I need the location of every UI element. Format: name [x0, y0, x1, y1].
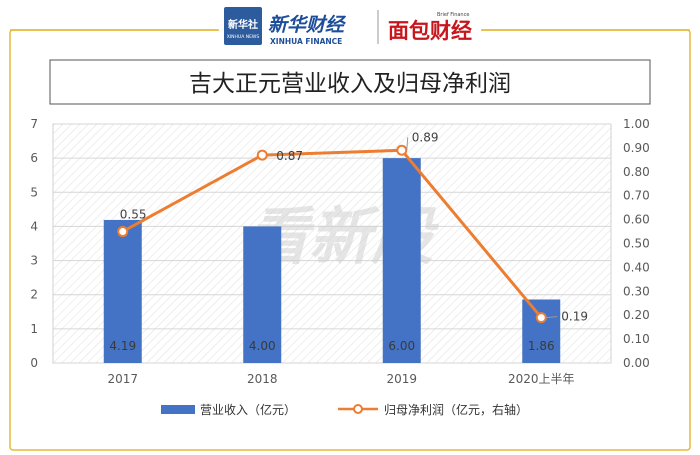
y-right-tick-label: 0.80: [623, 165, 650, 179]
line-value-label: 0.89: [412, 130, 439, 144]
line-label-leader: [406, 137, 409, 151]
xinhua-finance-en: XINHUA FINANCE: [270, 37, 342, 46]
line-label-leader: [267, 154, 273, 157]
y-right-tick-label: 0.20: [623, 308, 650, 322]
bar-value-label: 1.86: [528, 339, 555, 353]
grid-lines: [53, 123, 611, 364]
y-left-tick-label: 3: [30, 254, 38, 268]
brief-finance-small: Brief Finance: [437, 12, 469, 18]
bar: [382, 158, 421, 363]
right-axis: 0.00 0.10 0.20 0.30 0.40 0.50 0.60 0.70 0.80 0.90…: [623, 117, 650, 370]
y-left-tick-label: 4: [30, 219, 38, 233]
bar-value-label: 4.19: [109, 339, 136, 353]
line-value-label: 0.19: [561, 310, 588, 324]
chart-title: 吉大正元营业收入及归母净利润: [189, 71, 511, 97]
xinhua-badge-box: [224, 7, 262, 45]
bar: [103, 219, 142, 363]
line-label-leader: [546, 316, 558, 319]
x-tick-label: 2019: [386, 372, 417, 386]
y-right-tick-label: 0.30: [623, 284, 650, 298]
xinhua-badge-text: 新华社: [228, 18, 258, 31]
brief-finance-logo: Brief Finance 面包财经: [388, 12, 472, 43]
y-right-tick-label: 0.40: [623, 260, 650, 274]
line-marker: [256, 149, 268, 161]
y-right-tick-label: 0.70: [623, 189, 650, 203]
y-left-tick-label: 7: [30, 117, 38, 131]
y-left-tick-label: 1: [30, 322, 38, 336]
line-series: 0.55 0.87 0.89 0.19: [117, 130, 588, 324]
x-axis: 2017 2018 2019 2020上半年: [107, 372, 574, 386]
y-right-tick-label: 1.00: [623, 117, 650, 131]
line-marker: [396, 144, 408, 156]
bar-value-label: 6.00: [388, 339, 415, 353]
y-right-tick-label: 0.50: [623, 237, 650, 251]
legend-label-bar: 营业收入（亿元）: [200, 402, 296, 417]
bar: [522, 299, 561, 363]
header-mask: [219, 20, 481, 40]
y-left-tick-label: 6: [30, 151, 38, 165]
y-right-tick-label: 0.90: [623, 141, 650, 155]
line-value-label: 0.55: [120, 208, 147, 222]
y-right-tick-label: 0.00: [623, 356, 650, 370]
x-tick-label: 2017: [107, 372, 138, 386]
y-left-tick-label: 2: [30, 288, 38, 302]
x-tick-label: 2018: [247, 372, 278, 386]
xinhua-finance-logo: 新华财经 XINHUA FINANCE: [268, 14, 347, 46]
x-tick-label: 2020上半年: [508, 372, 575, 386]
brief-finance-cn: 面包财经: [388, 19, 472, 43]
y-right-tick-label: 0.10: [623, 332, 650, 346]
bar: [243, 226, 282, 363]
net-profit-line: [122, 148, 543, 319]
y-left-tick-label: 5: [30, 185, 38, 199]
title-box: [49, 59, 651, 105]
legend-swatch-marker: [353, 404, 363, 414]
line-marker: [535, 312, 547, 324]
legend-label-line: 归母净利润（亿元，右轴）: [384, 402, 528, 417]
line-value-label: 0.87: [276, 149, 303, 163]
xinhua-finance-cn: 新华财经: [268, 14, 347, 36]
legend: 营业收入（亿元） 归母净利润（亿元，右轴）: [161, 402, 528, 417]
y-left-tick-label: 0: [30, 356, 38, 370]
left-axis: 0 1 2 3 4 5 6 7: [30, 117, 38, 370]
xinhua-badge-logo: 新华社 XINHUA NEWS: [224, 7, 262, 45]
line-marker: [117, 226, 129, 238]
y-right-tick-label: 0.60: [623, 213, 650, 227]
bar-series: 4.19 4.00 6.00 1.86: [103, 158, 561, 363]
bar-value-label: 4.00: [249, 339, 276, 353]
plot-area: [52, 123, 612, 364]
legend-swatch-bar: [161, 405, 195, 414]
xinhua-badge-subtext: XINHUA NEWS: [227, 34, 260, 40]
